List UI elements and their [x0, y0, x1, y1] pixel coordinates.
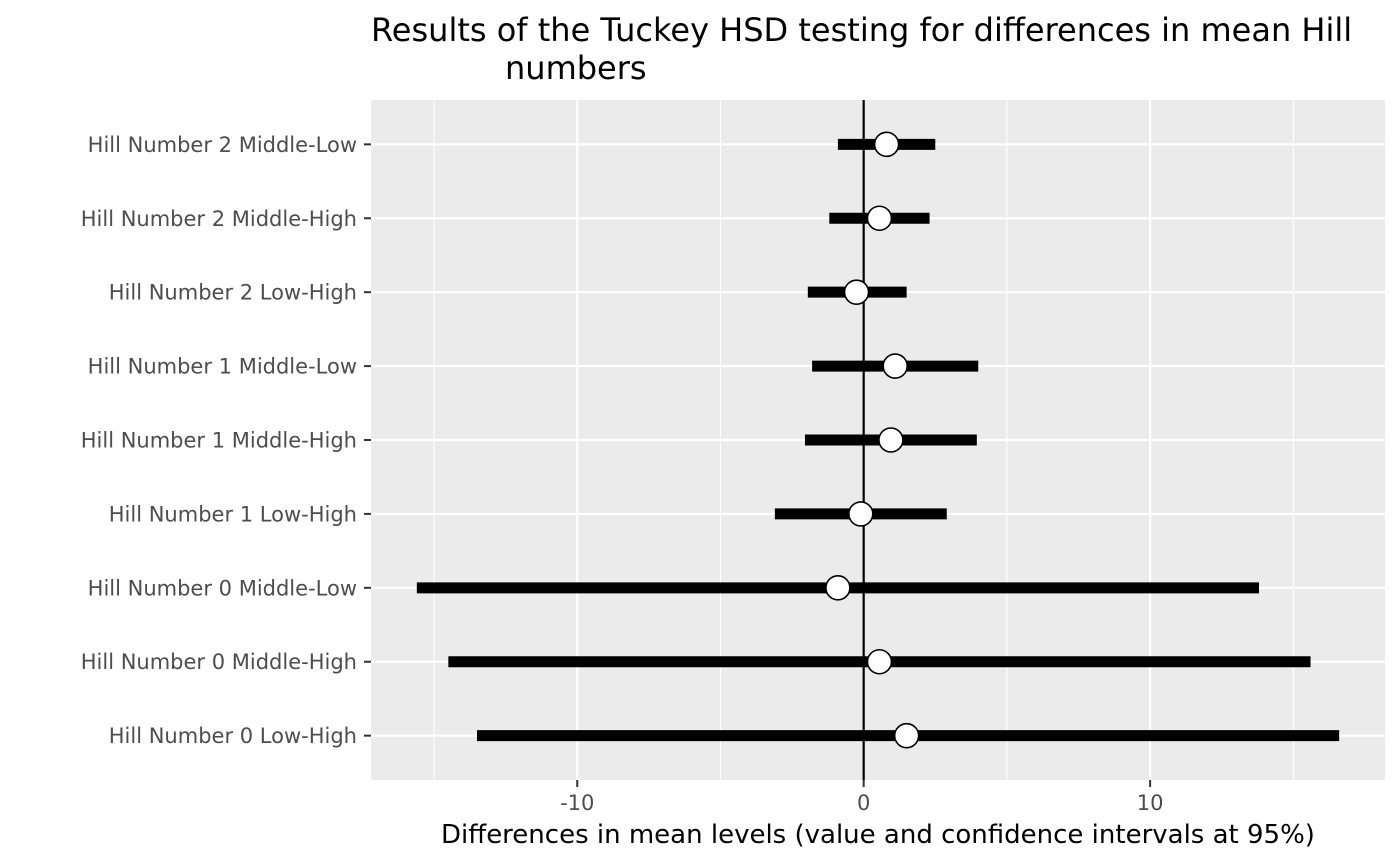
mean-difference-point: [873, 131, 900, 158]
y-tick-label: Hill Number 0 Middle-High: [81, 650, 357, 674]
y-tick-label: Hill Number 2 Middle-High: [81, 207, 357, 231]
y-tick-label: Hill Number 1 Middle-High: [81, 429, 357, 453]
y-tick-label: Hill Number 2 Middle-Low: [88, 133, 357, 157]
mean-difference-point: [882, 353, 908, 379]
y-tick-label: Hill Number 1 Middle-Low: [88, 355, 357, 379]
x-tick-label: -10: [560, 791, 594, 815]
mean-difference-point: [878, 427, 904, 453]
y-tick-label: Hill Number 0 Middle-Low: [88, 576, 357, 600]
chart-title: Results of the Tuckey HSD testing for di…: [371, 11, 1352, 87]
mean-difference-point: [825, 575, 851, 601]
mean-difference-point: [843, 279, 870, 305]
x-axis: -10 0 10: [560, 780, 1163, 815]
mean-difference-point: [866, 205, 893, 232]
x-tick-label: 0: [857, 791, 870, 815]
chart-title-line-2: numbers: [505, 49, 647, 87]
chart-title-line-1: Results of the Tuckey HSD testing for di…: [371, 11, 1352, 49]
x-tick-label: 10: [1137, 791, 1164, 815]
mean-difference-point: [848, 501, 874, 527]
y-tick-label: Hill Number 2 Low-High: [109, 281, 357, 305]
mean-difference-points: [825, 131, 920, 749]
y-tick-label: Hill Number 1 Low-High: [109, 502, 357, 526]
y-axis: Hill Number 2 Middle-Low Hill Number 2 Mi…: [81, 133, 371, 748]
mean-difference-point: [866, 648, 893, 675]
mean-difference-point: [893, 722, 920, 749]
y-tick-label: Hill Number 0 Low-High: [109, 724, 357, 748]
x-axis-title: Differences in mean levels (value and co…: [441, 820, 1315, 850]
